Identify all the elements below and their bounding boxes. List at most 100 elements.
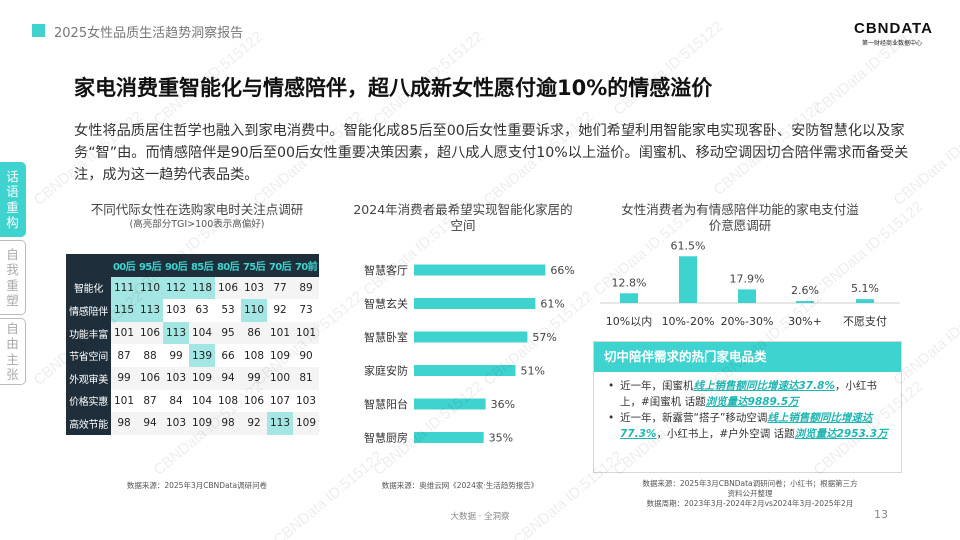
table-cell: 94 — [215, 366, 241, 390]
table-cell: 77 — [267, 276, 293, 300]
table-row: 外观审美 99 106 103 109 94 99 100 81 — [66, 366, 319, 390]
table-cell: 99 — [163, 344, 189, 367]
highlight-text: 线上销售额同比增速达77.3% — [620, 412, 873, 440]
bar — [620, 293, 638, 303]
panel1-title-block: 不同代际女性在选购家电时关注点调研 (高亮部分TGI>100表示高偏好) — [66, 202, 328, 231]
tgi-table: 00后 95后 90后 85后 80后 75后 70后 70前 智能化 111 110 112 118… — [66, 254, 319, 435]
side-tab-char: 张 — [6, 367, 19, 382]
category-label: 智慧卧室 — [364, 330, 408, 344]
highlight-text: 浏览量达2953.3万 — [794, 428, 888, 440]
side-tab-char: 话 — [6, 168, 19, 184]
table-cell: 108 — [215, 389, 241, 413]
table-cell: 111 — [111, 276, 137, 300]
table-cell: 101 — [111, 389, 137, 413]
header-accent-square — [32, 24, 45, 37]
side-tab-3[interactable]: 自由主张 — [0, 318, 26, 385]
table-cell: 109 — [189, 366, 215, 390]
table-cell: 113 — [137, 299, 163, 322]
bullet-text: 近一年，闺蜜机 — [620, 380, 694, 392]
side-tab-char: 重 — [6, 277, 19, 293]
column-header: 85后 — [189, 254, 215, 277]
table-cell: 103 — [163, 412, 189, 435]
bullet-text: ，小红书上，#户外空调 话题 — [656, 428, 795, 440]
panel3-source: 数据来源：2025年3月CBNData调研问卷；小红书；根据第三方 资料公开整理… — [598, 479, 902, 509]
table-cell: 106 — [241, 389, 267, 413]
side-tab-1[interactable]: 话语重构 — [0, 162, 26, 237]
panel1-title: 不同代际女性在选购家电时关注点调研 — [90, 202, 304, 217]
callout-bullet: 近一年，新露营“搭子”移动空调线上销售额同比增速达77.3%，小红书上，#户外空… — [608, 410, 889, 442]
table-cell: 103 — [293, 389, 319, 413]
table-row: 价格实惠 101 87 84 104 108 106 107 103 — [66, 389, 319, 413]
table-cell: 106 — [215, 276, 241, 300]
bar — [738, 289, 756, 303]
table-cell: 90 — [293, 344, 319, 367]
table-cell: 66 — [215, 344, 241, 367]
row-header: 高效节能 — [66, 412, 111, 435]
data-label: 17.9% — [730, 272, 765, 285]
table-row: 功能丰富 101 106 113 104 95 86 101 101 — [66, 321, 319, 345]
bar — [679, 256, 697, 303]
callout-list: 近一年，闺蜜机线上销售额同比增速达37.8%，小红书上，#闺蜜机 话题浏览量达9… — [594, 372, 901, 442]
column-header: 00后 — [111, 254, 137, 277]
table-cell: 112 — [163, 276, 189, 300]
category-label: 10%-20% — [662, 315, 715, 328]
bar — [414, 298, 536, 309]
category-label: 不愿支付 — [843, 315, 887, 328]
table-cell: 53 — [215, 299, 241, 322]
table-cell: 101 — [111, 321, 137, 345]
table-cell: 101 — [293, 321, 319, 345]
table-cell: 81 — [293, 366, 319, 390]
panel2-title: 2024年消费者最希望实现智能化家居的空间 — [353, 202, 573, 233]
category-label: 智慧阳台 — [364, 397, 408, 411]
table-cell: 84 — [163, 389, 189, 413]
table-cell: 94 — [137, 412, 163, 435]
table-cell: 109 — [267, 344, 293, 367]
data-label: 61% — [540, 298, 564, 311]
panel3-source-line2: 资料公开整理 — [727, 489, 773, 498]
category-label: 智慧客厅 — [364, 263, 408, 277]
category-label: 智慧厨房 — [364, 431, 408, 445]
data-label: 61.5% — [671, 239, 706, 252]
table-cell: 106 — [137, 321, 163, 345]
row-header: 节省空间 — [66, 344, 111, 367]
data-label: 36% — [491, 398, 515, 411]
panel3-title: 女性消费者为有情感陪伴功能的家电支付溢价意愿调研 — [621, 202, 859, 233]
bar — [414, 264, 546, 276]
panel1-subtitle: (高亮部分TGI>100表示高偏好) — [129, 219, 265, 230]
column-header: 70前 — [293, 254, 319, 277]
table-cell: 109 — [189, 412, 215, 435]
table-cell: 95 — [215, 321, 241, 345]
table-cell: 139 — [189, 344, 215, 367]
row-header: 智能化 — [66, 276, 111, 300]
bar — [414, 331, 528, 343]
data-label: 51% — [520, 365, 544, 378]
callout-title: 切中陪伴需求的热门家电品类 — [594, 342, 901, 372]
table-cell: 113 — [163, 321, 189, 345]
side-tab-char: 主 — [6, 351, 19, 367]
category-label: 30%+ — [788, 315, 822, 328]
table-cell: 113 — [267, 412, 293, 435]
row-header: 功能丰富 — [66, 321, 111, 345]
table-row: 高效节能 98 94 103 109 98 92 113 109 — [66, 412, 319, 435]
panel2-source: 数据来源：奥维云网《2024家·生活趋势报告》 — [381, 481, 539, 490]
table-cell: 87 — [137, 389, 163, 413]
table-cell: 104 — [189, 389, 215, 413]
page-number: 13 — [874, 508, 888, 521]
table-cell: 110 — [137, 276, 163, 300]
data-label: 35% — [489, 432, 513, 445]
footer-tagline: 大数据 · 全洞察 — [450, 512, 510, 522]
table-cell: 118 — [189, 276, 215, 300]
side-tab-2[interactable]: 自我重塑 — [0, 240, 26, 315]
table-cell: 73 — [293, 299, 319, 322]
side-tab-char: 由 — [6, 336, 19, 351]
category-label: 20%-30% — [721, 315, 774, 328]
table-row: 节省空间 87 88 99 139 66 108 109 90 — [66, 344, 319, 367]
table-cell: 104 — [189, 321, 215, 345]
data-label: 2.6% — [791, 284, 819, 297]
table-cell: 63 — [189, 299, 215, 322]
table-row: 情感陪伴 115 113 103 63 53 110 92 73 — [66, 299, 319, 322]
highlight-text: 线上销售额同比增速达37.8% — [693, 380, 835, 392]
table-cell: 99 — [241, 366, 267, 390]
table-cell: 115 — [111, 299, 137, 322]
side-tab-char: 我 — [6, 262, 19, 277]
